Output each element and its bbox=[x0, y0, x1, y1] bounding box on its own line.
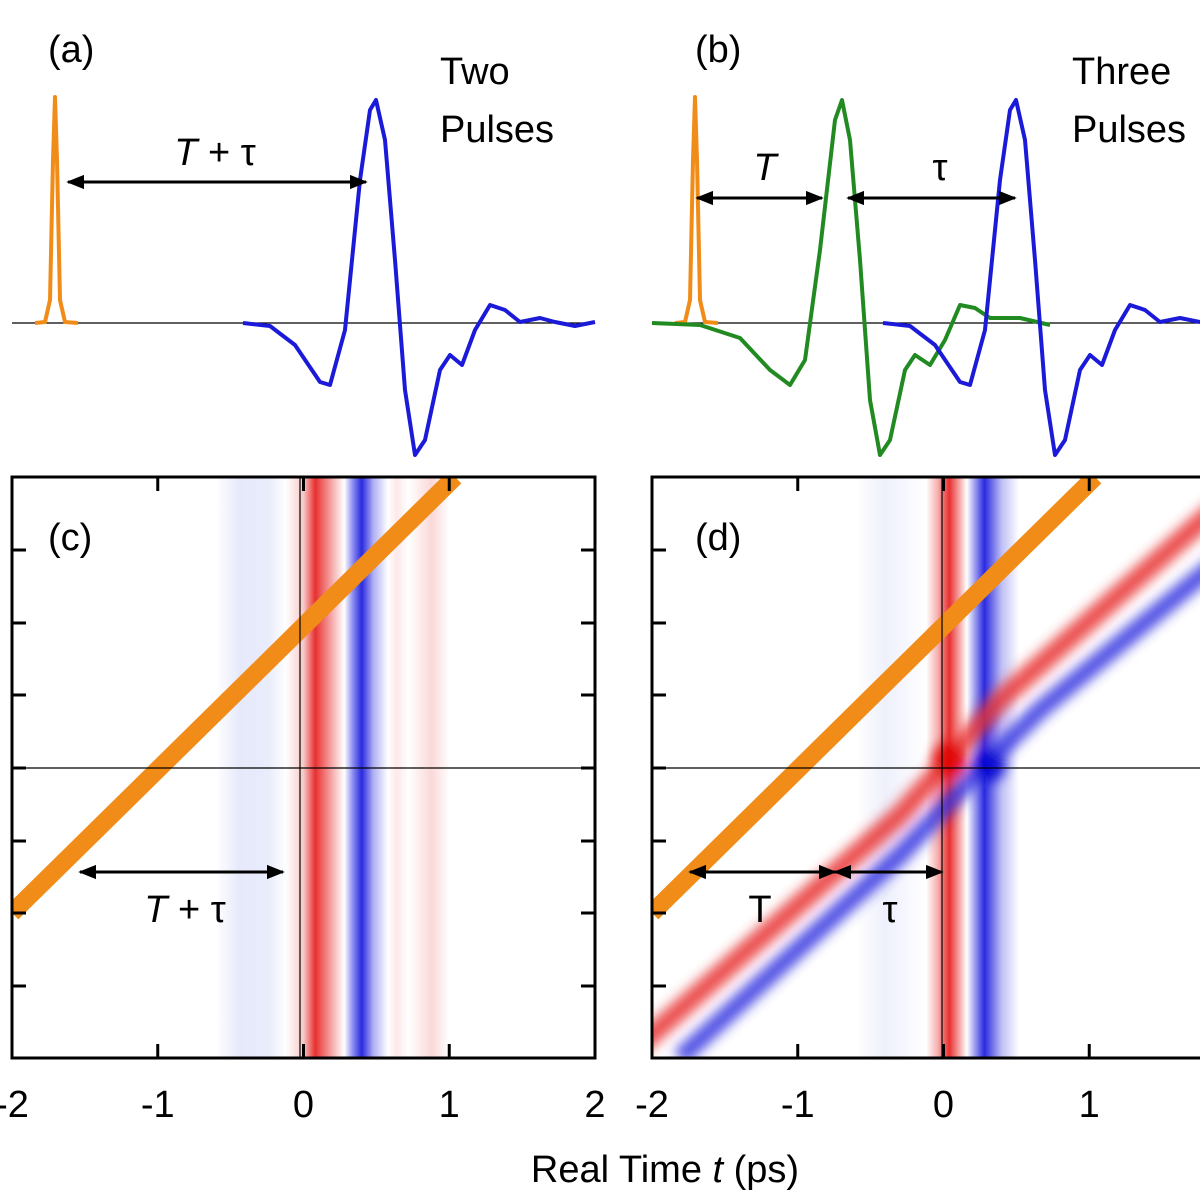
delay-label: T bbox=[753, 147, 779, 189]
diagonal-signal bbox=[673, 564, 1200, 1058]
y-ticks bbox=[652, 548, 666, 988]
caption: Two bbox=[440, 51, 510, 93]
panel-label: (c) bbox=[48, 517, 92, 559]
pump-pulse bbox=[34, 95, 79, 325]
delay-label: τ bbox=[882, 889, 897, 931]
y-ticks bbox=[12, 548, 595, 988]
delay-label: T bbox=[748, 889, 771, 931]
peak bbox=[932, 742, 968, 778]
panel-label: (d) bbox=[695, 517, 741, 559]
delay-rest: + τ bbox=[178, 889, 226, 931]
pump-line bbox=[652, 477, 1102, 920]
delay-label: τ bbox=[932, 147, 947, 189]
delay-rest: + τ bbox=[208, 132, 256, 174]
peak bbox=[974, 749, 1006, 781]
second-pulse bbox=[651, 98, 1051, 457]
x-tick-label: 2 bbox=[584, 1084, 605, 1126]
delay-label: T + τ bbox=[174, 132, 256, 174]
x-tick-label: 1 bbox=[1079, 1084, 1100, 1126]
pump-pulse bbox=[674, 95, 719, 325]
x-tick-label: -1 bbox=[781, 1084, 815, 1126]
x-axis-title: Real Time t (ps) bbox=[531, 1149, 799, 1191]
thz-pulse bbox=[882, 98, 1200, 457]
caption: Three bbox=[1072, 51, 1171, 93]
x-tick-label: -2 bbox=[635, 1084, 669, 1126]
delay-label: T + τ bbox=[144, 889, 226, 931]
caption: Pulses bbox=[1072, 109, 1186, 151]
delay-var: T bbox=[174, 132, 200, 174]
thz-pulse bbox=[242, 98, 596, 457]
delay-var: T bbox=[144, 889, 170, 931]
panel-label: (a) bbox=[48, 29, 94, 71]
panel-label: (b) bbox=[695, 29, 741, 71]
title-text: Real Time bbox=[531, 1149, 702, 1191]
title-text: (ps) bbox=[734, 1149, 799, 1191]
x-tick-label: -2 bbox=[0, 1084, 29, 1126]
x-tick-label: 0 bbox=[933, 1084, 954, 1126]
x-tick-label: 1 bbox=[439, 1084, 460, 1126]
title-var: t bbox=[713, 1149, 725, 1191]
x-tick-label: 0 bbox=[293, 1084, 314, 1126]
x-axis: -2 -1 0 1 2 -2 -1 0 1 bbox=[0, 477, 1100, 1126]
x-tick-label: -1 bbox=[141, 1084, 175, 1126]
pump-line bbox=[12, 477, 462, 920]
caption: Pulses bbox=[440, 109, 554, 151]
